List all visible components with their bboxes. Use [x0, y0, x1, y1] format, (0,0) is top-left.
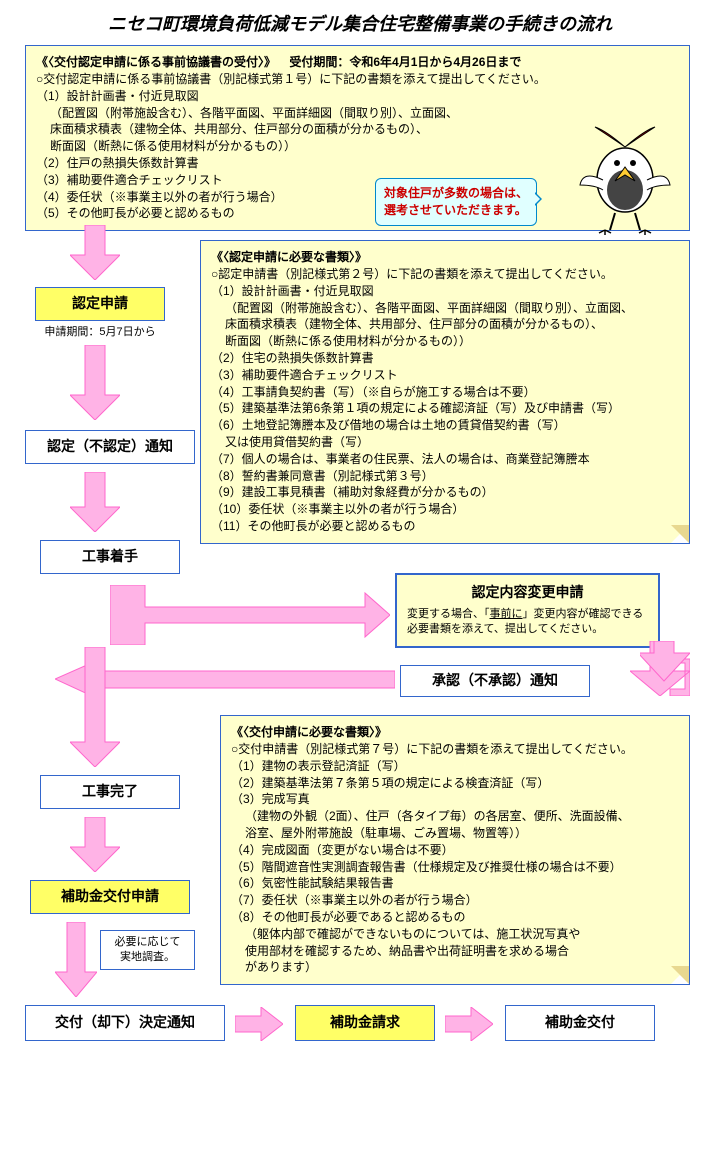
step-change-application: 認定内容変更申請 変更する場合、「事前に」変更内容が確認できる必要書類を添えて、… [395, 573, 660, 647]
folded-corner-icon [671, 966, 689, 984]
box2-i6: （6）土地登記簿謄本及び借地の場合は土地の賃貸借契約書（写） [211, 418, 566, 432]
box1-i3: （3）補助要件適合チェックリスト [36, 173, 223, 187]
step-grant-payment: 補助金交付 [505, 1005, 655, 1041]
box3-heading: 《〈交付申請に必要な書類〉》 [231, 725, 387, 739]
folded-corner-icon [671, 525, 689, 543]
step-construction-complete: 工事完了 [40, 775, 180, 809]
box2-i4: （4）工事請負契約書（写）（※自らが施工する場合は不要） [211, 385, 536, 399]
arrow-down-icon [70, 345, 120, 420]
box2-i10: （10）委任状（※事業主以外の者が行う場合） [211, 502, 464, 516]
box2-i6a: 又は使用貸借契約書（写） [211, 434, 679, 451]
page-title: ニセコ町環境負荷低減モデル集合住宅整備事業の手続きの流れ [0, 0, 720, 45]
box2-i7: （7）個人の場合は、事業者の住民票、法人の場合は、商業登記簿謄本 [211, 452, 590, 466]
box3-i5: （5）階間遮音性実測調査報告書（仕様規定及び推奨仕様の場合は不要） [231, 860, 622, 874]
bubble-l1: 対象住戸が多数の場合は、 [384, 186, 528, 200]
box2-heading: 《〈認定申請に必要な書類〉》 [211, 250, 367, 264]
arrow-down-icon [70, 225, 120, 280]
box3-i1: （1）建物の表示登記済証（写） [231, 759, 406, 773]
box1-heading: 《〈交付認定申請に係る事前協議書の受付〉》 [36, 55, 276, 69]
box2-i1b: 床面積求積表（建物全体、共用部分、住戸部分の面積が分かるもの）、 [211, 316, 679, 333]
selection-note-bubble: 対象住戸が多数の場合は、 選考させていただきます。 [375, 178, 537, 226]
step7-note1: 必要に応じて [115, 935, 181, 950]
arrow-right-icon [445, 1007, 493, 1041]
step-approval-notice: 承認（不承認）通知 [400, 665, 590, 697]
step-notice: 認定（不認定）通知 [25, 430, 195, 464]
box1-lead: ○交付認定申請に係る事前協議書（別記様式第１号）に下記の書類を添えて提出してくだ… [36, 72, 546, 86]
box-grant-docs: 《〈交付申請に必要な書類〉》 ○交付申請書（別記様式第７号）に下記の書類を添えて… [220, 715, 690, 985]
bubble-l2: 選考させていただきます。 [384, 203, 527, 217]
arrow-down-icon [70, 817, 120, 872]
box2-i9: （9）建設工事見積書（補助対象経費が分かるもの） [211, 485, 494, 499]
box3-i8c: があります） [231, 959, 679, 976]
step-application: 認定申請 [35, 287, 165, 321]
box2-i8: （8）誓約書兼同意書（別記様式第３号） [211, 469, 434, 483]
step7-note2: 実地調査。 [120, 950, 175, 965]
box2-i5: （5）建築基準法第6条第１項の規定による確認済証（写）及び申請書（写） [211, 401, 620, 415]
box2-i2: （2）住宅の熱損失係数計算書 [211, 351, 374, 365]
box3-i6: （6）気密性能試験結果報告書 [231, 876, 394, 890]
step1-caption: 申請期間：5月7日から [35, 325, 165, 340]
step7-note: 必要に応じて 実地調査。 [100, 930, 195, 970]
box3-i8: （8）その他町長が必要であると認めるもの [231, 910, 466, 924]
flowchart-container: 《〈交付認定申請に係る事前協議書の受付〉》 受付期間：令和6年4月1日から4月2… [0, 45, 720, 1145]
arrow-down-icon [70, 647, 120, 767]
step4-title: 認定内容変更申請 [407, 583, 648, 607]
box1-i1a: （配置図（附帯施設含む）、各階平面図、平面詳細図（間取り別）、立面図、 [36, 105, 679, 122]
box3-lead: ○交付申請書（別記様式第７号）に下記の書類を添えて提出してください。 [231, 742, 633, 756]
arrow-curve-down-icon [640, 641, 690, 683]
box3-i2: （2）建築基準法第７条第５項の規定による検査済証（写） [231, 776, 549, 790]
box2-i3: （3）補助要件適合チェックリスト [211, 368, 398, 382]
step-construction-start: 工事着手 [40, 540, 180, 574]
box3-i7: （7）委任状（※事業主以外の者が行う場合） [231, 893, 478, 907]
box2-lead: ○認定申請書（別記様式第２号）に下記の書類を添えて提出してください。 [211, 267, 613, 281]
box1-i5: （5）その他町長が必要と認めるもの [36, 206, 235, 220]
box3-i4: （4）完成図面（変更がない場合は不要） [231, 843, 454, 857]
box1-deadline: 受付期間：令和6年4月1日から4月26日まで [289, 55, 521, 69]
arrow-right-icon [110, 585, 390, 645]
step-grant-application: 補助金交付申請 [30, 880, 190, 914]
box1-i4: （4）委任状（※事業主以外の者が行う場合） [36, 190, 283, 204]
box3-i8a: （躯体内部で確認ができないものについては、施工状況写真や [231, 926, 679, 943]
box2-i1c: 断面図（断熱に係る使用材料が分かるもの）） [211, 333, 679, 350]
box3-i3: （3）完成写真 [231, 792, 310, 806]
arrow-right-icon [235, 1007, 283, 1041]
step-grant-decision: 交付（却下）決定通知 [25, 1005, 225, 1041]
box2-i1: （1）設計計画書・付近見取図 [211, 284, 374, 298]
box1-i2: （2）住戸の熱損失係数計算書 [36, 156, 199, 170]
arrow-down-icon [55, 922, 97, 997]
step-grant-claim: 補助金請求 [295, 1005, 435, 1041]
box2-i1a: （配置図（附帯施設含む）、各階平面図、平面詳細図（間取り別）、立面図、 [211, 300, 679, 317]
box-application-docs: 《〈認定申請に必要な書類〉》 ○認定申請書（別記様式第２号）に下記の書類を添えて… [200, 240, 690, 544]
box2-i11: （11）その他町長が必要と認めるもの [211, 519, 415, 533]
box1-i1: （1）設計計画書・付近見取図 [36, 89, 199, 103]
box3-i3a: （建物の外観（2面）、住戸（各タイプ毎）の各居室、便所、洗面設備、 [231, 808, 679, 825]
arrow-down-icon [70, 472, 120, 532]
box3-i8b: 使用部材を確認するため、納品書や出荷証明書を求める場合 [231, 943, 679, 960]
mascot-bird-icon [575, 125, 675, 240]
box3-i3b: 浴室、屋外附帯施設（駐車場、ごみ置場、物置等）） [231, 825, 679, 842]
step4-body: 変更する場合、「事前に」変更内容が確認できる必要書類を添えて、提出してください。 [407, 607, 648, 638]
